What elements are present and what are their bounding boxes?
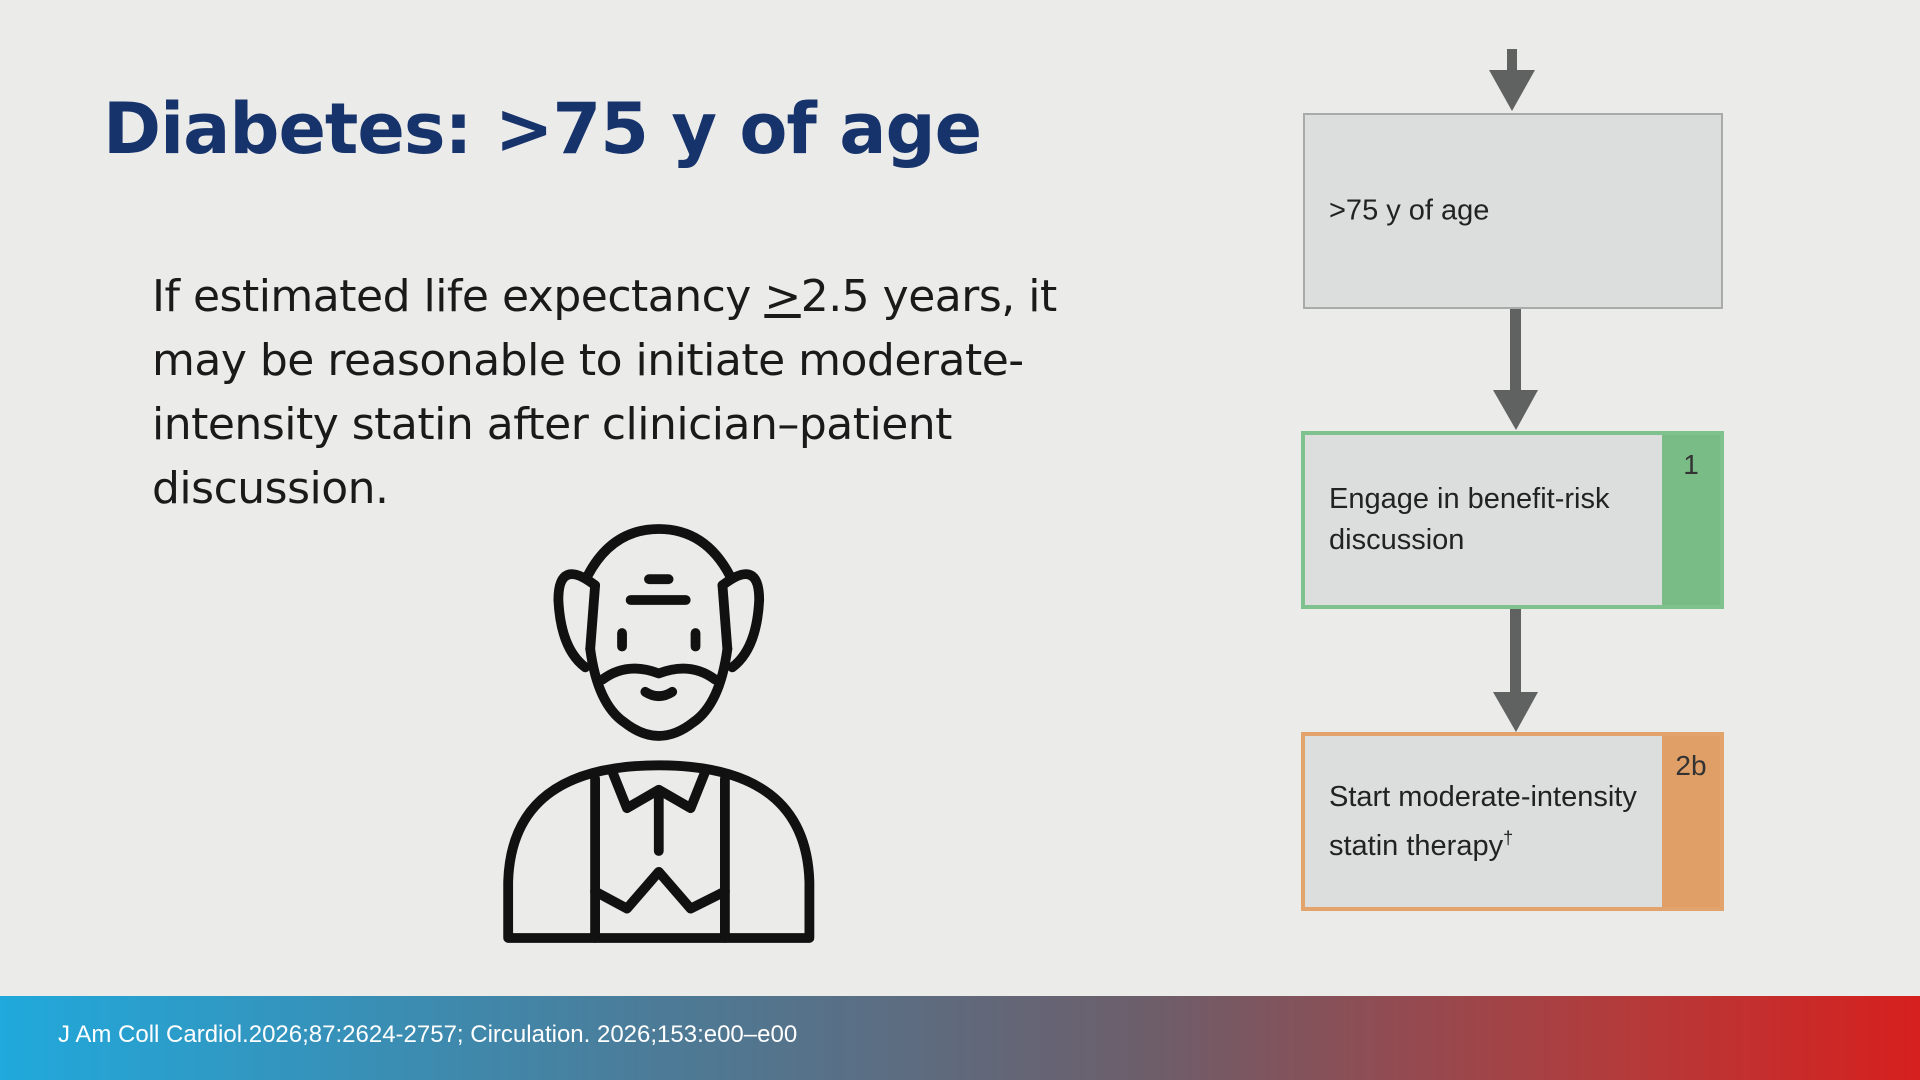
right-ear — [717, 569, 765, 673]
slide-title: Diabetes: >75 y of age — [103, 88, 982, 170]
class-strip — [1662, 736, 1720, 907]
arrow-shaft — [1510, 309, 1521, 394]
face-right — [717, 580, 733, 654]
collar — [607, 766, 711, 814]
text: If estimated life expectancy — [152, 271, 765, 322]
beard — [585, 644, 733, 741]
head-top — [582, 524, 735, 581]
arrow-head — [1493, 692, 1538, 732]
node-label: Engage in benefit-risk discussion — [1329, 483, 1610, 556]
elderly-man-icon — [503, 524, 815, 943]
class-label: 1 — [1683, 449, 1699, 480]
flow-node: 1 Engage in benefit-risk discussion — [1301, 431, 1724, 609]
arrow-shaft — [1507, 49, 1517, 85]
footer-band — [0, 996, 1920, 1080]
mouth — [640, 686, 678, 702]
face-left — [585, 580, 601, 654]
mustache — [597, 663, 721, 685]
sweater-pattern — [590, 866, 730, 914]
underlined-symbol: > — [764, 271, 801, 322]
node-label: Start moderate-intensity statin therapy† — [1329, 777, 1669, 867]
label-text: Start moderate-intensity statin therapy — [1329, 780, 1637, 862]
arrow-head — [1493, 390, 1538, 430]
arrow-shaft — [1510, 607, 1521, 695]
class-label: 2b — [1675, 750, 1707, 781]
flow-node: >75 y of age — [1303, 113, 1723, 309]
text: 2.5 years, it may be reasonable to initi… — [152, 271, 1057, 514]
torso — [503, 760, 815, 943]
graphics — [503, 49, 1538, 943]
flow-node: 2b Start moderate-intensity statin thera… — [1301, 732, 1724, 911]
left-ear — [553, 569, 601, 673]
footnote-mark: † — [1503, 827, 1514, 848]
class-strip — [1662, 435, 1720, 605]
node-label: >75 y of age — [1329, 194, 1490, 227]
arrows — [1489, 49, 1538, 732]
citation: J Am Coll Cardiol.2026;87:2624-2757; Cir… — [58, 1021, 798, 1048]
arrow-head — [1489, 70, 1535, 111]
body-text: If estimated life expectancy >2.5 years,… — [152, 265, 1162, 521]
